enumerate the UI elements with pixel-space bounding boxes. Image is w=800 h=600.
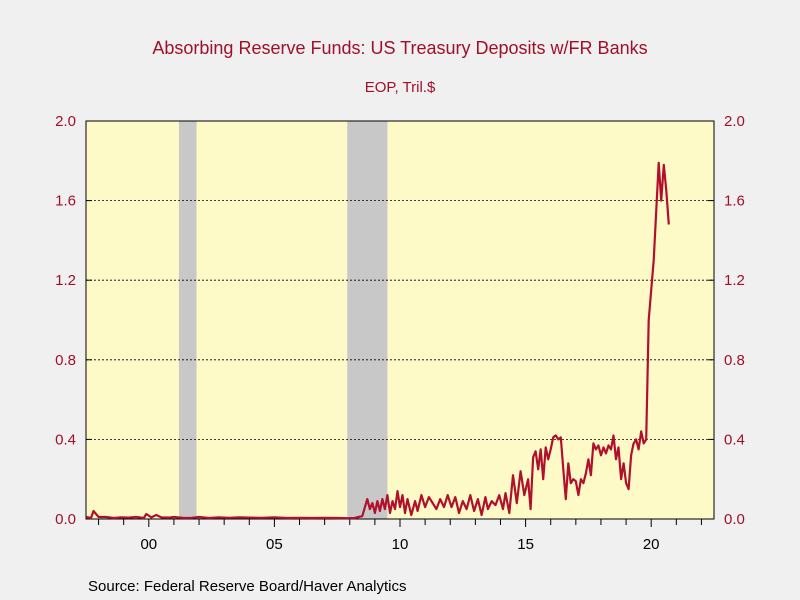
chart-title: Absorbing Reserve Funds: US Treasury Dep…	[152, 38, 648, 58]
x-tick-label: 00	[140, 536, 157, 553]
left-y-tick-label: 1.6	[55, 193, 76, 210]
right-y-tick-label: 2.0	[724, 113, 745, 130]
recession-band-0	[178, 121, 197, 519]
x-tick-label: 05	[266, 536, 283, 553]
left-y-tick-label: 1.2	[55, 272, 76, 289]
right-y-tick-label: 1.6	[724, 193, 745, 210]
right-y-tick-label: 1.2	[724, 272, 745, 289]
chart-subtitle: EOP, Tril.$	[364, 79, 436, 96]
series-line-0	[85, 161, 670, 520]
left-y-tick-label: 0.8	[55, 352, 76, 369]
x-tick-label: 20	[643, 536, 660, 553]
chart-source: Source: Federal Reserve Board/Haver Anal…	[88, 578, 407, 595]
left-y-tick-label: 2.0	[55, 113, 76, 130]
left-y-tick-label: 0.4	[55, 431, 76, 448]
right-y-tick-label: 0.8	[724, 352, 745, 369]
right-y-tick-label: 0.0	[724, 511, 745, 528]
x-tick-label: 10	[392, 536, 409, 553]
left-y-tick-label: 0.0	[55, 511, 76, 528]
right-y-tick-label: 0.4	[724, 431, 745, 448]
recession-band-1	[347, 121, 388, 519]
x-tick-label: 15	[517, 536, 534, 553]
